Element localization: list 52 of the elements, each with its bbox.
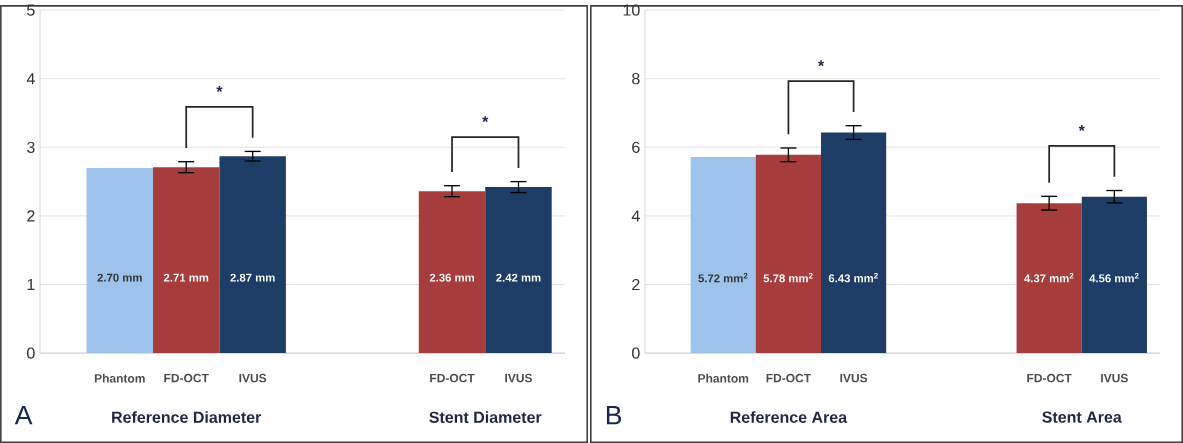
x-tick-label: FD-OCT xyxy=(1027,373,1072,383)
x-tick-label: IVUS xyxy=(239,373,267,383)
bar xyxy=(485,187,552,354)
y-tick-label: 4 xyxy=(631,210,640,222)
y-tick-label: 0 xyxy=(632,347,640,359)
x-tick-label: FD-OCT xyxy=(430,373,475,383)
data-label: 4.56 mm$^{2}$ xyxy=(1089,272,1139,283)
annotation: * xyxy=(1078,125,1085,131)
y-tick-label: 0 xyxy=(27,347,35,359)
text: Stent Area xyxy=(1042,411,1122,423)
y-tick-label: 5 xyxy=(27,4,35,16)
text: Stent Diameter xyxy=(429,411,542,423)
bar xyxy=(152,167,220,354)
y-tick-label: 4 xyxy=(26,73,35,85)
bar xyxy=(821,132,887,354)
bar xyxy=(418,191,486,354)
data-label: 2.42 mm xyxy=(496,273,541,282)
annotation: * xyxy=(216,85,223,92)
x-tick-label: IVUS xyxy=(1101,373,1128,383)
x-tick-label: Phantom xyxy=(94,373,145,383)
data-label: 2.87 mm xyxy=(230,273,275,282)
y-tick-label: 2 xyxy=(27,210,35,222)
y-tick-label: 10 xyxy=(623,4,640,16)
x-tick-label: FD-OCT xyxy=(164,373,209,383)
data-label: 6.43 mm$^{2}$ xyxy=(828,272,878,283)
annotation: * xyxy=(817,60,825,67)
data-label: 2.70 mm xyxy=(97,273,142,282)
y-tick-label: 3 xyxy=(27,141,35,153)
data-label: 2.71 mm xyxy=(163,273,209,282)
y-tick-label: 8 xyxy=(632,73,640,85)
bar xyxy=(86,167,153,354)
data-label: 4.37 mm$^{2}$ xyxy=(1024,272,1074,283)
annotation: * xyxy=(482,116,489,123)
x-tick-label: IVUS xyxy=(840,373,868,383)
text: B xyxy=(606,405,622,425)
text: Reference Diameter xyxy=(112,411,262,423)
bar xyxy=(1016,203,1082,354)
data-label: 5.72 mm$^{2}$ xyxy=(698,272,748,283)
bar xyxy=(219,156,286,354)
y-tick-label: 2 xyxy=(632,278,640,291)
bar xyxy=(690,156,756,354)
data-label: 2.36 mm xyxy=(429,273,474,282)
y-tick-label: 1 xyxy=(27,278,35,290)
x-tick-label: IVUS xyxy=(505,373,533,383)
bar xyxy=(1081,196,1147,354)
y-tick-label: 6 xyxy=(632,141,640,153)
bar xyxy=(755,154,822,354)
text: Reference Area xyxy=(730,411,848,423)
x-tick-label: FD-OCT xyxy=(766,373,811,383)
x-tick-label: Phantom xyxy=(698,373,749,383)
text: A xyxy=(14,405,33,425)
data-label: 5.78 mm$^{2}$ xyxy=(763,272,813,283)
